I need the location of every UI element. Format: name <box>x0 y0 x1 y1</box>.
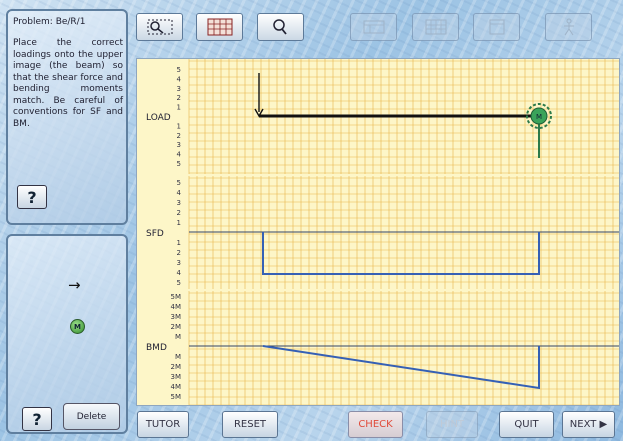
tick-label: 1 <box>177 122 181 130</box>
tick-label: 2 <box>177 94 181 102</box>
select-region-icon <box>147 19 172 35</box>
hint-button[interactable]: HINT <box>426 411 478 438</box>
applied-moment-ring <box>526 103 552 129</box>
tick-label: 1 <box>177 104 181 112</box>
tick-label: 1 <box>177 219 181 227</box>
bmd-chart-svg: 5M 4M 3M 2M M M 2M 3M 4M 5M BMD <box>146 291 619 405</box>
tick-label: 2M <box>171 363 182 371</box>
bmd-line <box>262 345 540 390</box>
grid-lines <box>188 59 619 174</box>
tutor-button[interactable]: TUTOR <box>137 411 189 438</box>
bmd-axis-label: BMD <box>146 343 167 353</box>
load-axis-label: LOAD <box>146 113 171 123</box>
tick-label: 4 <box>177 151 182 159</box>
tick-label: 2 <box>177 132 181 140</box>
problem-help-button[interactable]: ? <box>17 185 47 209</box>
next-button[interactable]: NEXT ▶ <box>562 411 615 438</box>
reset-button[interactable]: RESET <box>222 411 278 438</box>
tick-label: 3M <box>171 313 182 321</box>
applied-moment-label: M <box>536 113 542 121</box>
panel-tool-button[interactable] <box>350 13 397 41</box>
panel-icon <box>489 19 504 35</box>
tick-label: M <box>175 353 181 361</box>
palette-help-button[interactable]: ? <box>22 407 52 431</box>
tick-label: 4 <box>177 189 182 197</box>
tick-label: 5 <box>177 179 181 187</box>
applied-moment <box>530 107 548 125</box>
tick-label: 5 <box>177 66 181 74</box>
zoom-tool-button[interactable] <box>257 13 304 41</box>
tick-label: M <box>175 333 181 341</box>
quit-button[interactable]: QUIT <box>499 411 554 438</box>
tick-label: 3 <box>177 141 181 149</box>
check-button[interactable]: CHECK <box>348 411 403 438</box>
tick-label: 3 <box>177 85 181 93</box>
tick-label: 2M <box>171 323 182 331</box>
table-tool-button[interactable] <box>412 13 459 41</box>
tick-label: 5M <box>171 393 182 401</box>
panel-icon <box>363 20 384 34</box>
load-chart[interactable]: 5 4 3 2 1 1 2 3 4 5 LOAD M <box>137 59 619 174</box>
tick-label: 4 <box>177 269 182 277</box>
tick-label: 4M <box>171 303 182 311</box>
grid-tool-button[interactable] <box>196 13 243 41</box>
tick-label: 2 <box>177 209 181 217</box>
sfd-chart: 5 4 3 2 1 1 2 3 4 5 SFD <box>137 176 619 289</box>
tick-label: 3M <box>171 373 182 381</box>
grid-icon <box>425 19 446 35</box>
tick-label: 3 <box>177 199 181 207</box>
tick-label: 1 <box>177 239 181 247</box>
problem-instructions: Place the correct loadings onto the uppe… <box>13 38 123 129</box>
tick-label: 4 <box>177 75 182 83</box>
sfd-chart-svg: 5 4 3 2 1 1 2 3 4 5 SFD <box>146 176 619 289</box>
tick-label: 3 <box>177 259 181 267</box>
point-force-item[interactable]: → <box>68 276 81 294</box>
zoom-icon <box>272 19 287 35</box>
sfd-line <box>262 232 540 275</box>
bmd-chart: 5M 4M 3M 2M M M 2M 3M 4M 5M BMD <box>137 291 619 405</box>
graph-area: 5 4 3 2 1 1 2 3 4 5 LOAD M 5 4 3 2 1 1 2 3 4 5 SFD 5M 4M 3M 2M M M… <box>136 58 620 406</box>
tick-label: 2 <box>177 249 181 257</box>
grid-lines <box>188 291 619 405</box>
tick-label: 5 <box>177 279 181 287</box>
problem-title: Problem: Be/R/1 <box>13 17 86 27</box>
tick-label: 5M <box>171 293 182 301</box>
window-tool-button[interactable] <box>473 13 520 41</box>
tick-label: 5 <box>177 160 181 168</box>
figure-icon <box>563 18 574 36</box>
grid-icon <box>207 18 232 36</box>
tick-label: 4M <box>171 383 182 391</box>
select-tool-button[interactable] <box>136 13 183 41</box>
moment-item[interactable]: M <box>70 319 85 334</box>
delete-button[interactable]: Delete <box>63 403 120 430</box>
loading-palette: → M <box>6 234 128 434</box>
figure-tool-button[interactable] <box>545 13 592 41</box>
sfd-axis-label: SFD <box>146 229 164 239</box>
